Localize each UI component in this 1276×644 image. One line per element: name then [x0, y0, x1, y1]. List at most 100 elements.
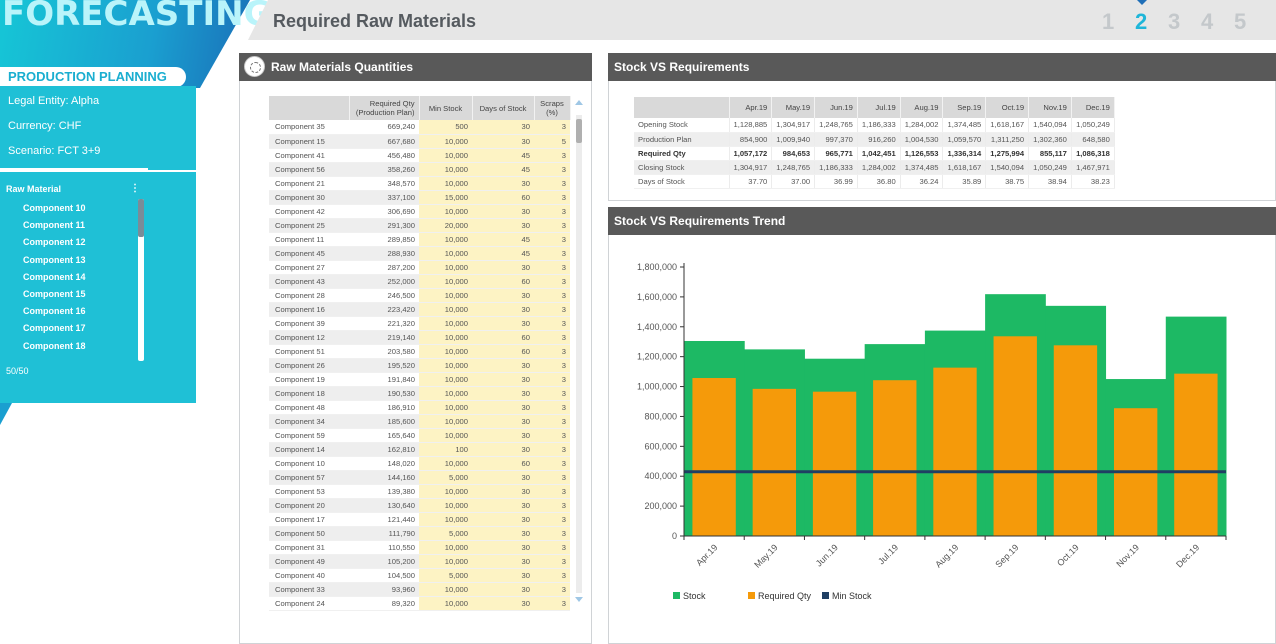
- cell-min-stock[interactable]: 10,000: [419, 288, 472, 303]
- table-row[interactable]: Component 51 203,580 10,000 60 3: [269, 344, 570, 359]
- cell-scraps[interactable]: 3: [534, 596, 570, 611]
- cell-days-of-stock[interactable]: 30: [472, 484, 534, 499]
- cell-days-of-stock[interactable]: 30: [472, 428, 534, 443]
- cell-min-stock[interactable]: 10,000: [419, 246, 472, 261]
- table-row[interactable]: Component 41 456,480 10,000 45 3: [269, 148, 570, 163]
- table-row[interactable]: Component 34 185,600 10,000 30 3: [269, 414, 570, 429]
- summary-col-month[interactable]: Sep.19: [942, 97, 987, 118]
- cell-min-stock[interactable]: 10,000: [419, 428, 472, 443]
- cell-min-stock[interactable]: 10,000: [419, 148, 472, 163]
- summary-col-month[interactable]: Apr.19: [729, 97, 773, 118]
- scroll-down-icon[interactable]: [575, 597, 583, 602]
- required-qty-bar[interactable]: [873, 380, 917, 536]
- cell-days-of-stock[interactable]: 30: [472, 512, 534, 527]
- cell-days-of-stock[interactable]: 30: [472, 260, 534, 275]
- cell-days-of-stock[interactable]: 30: [472, 288, 534, 303]
- cell-scraps[interactable]: 3: [534, 372, 570, 387]
- cell-min-stock[interactable]: 10,000: [419, 372, 472, 387]
- cell-min-stock[interactable]: 10,000: [419, 456, 472, 471]
- cell-min-stock[interactable]: 10,000: [419, 540, 472, 555]
- cell-scraps[interactable]: 3: [534, 344, 570, 359]
- cell-days-of-stock[interactable]: 30: [472, 442, 534, 457]
- filter-item[interactable]: Component 17: [23, 323, 86, 334]
- cell-days-of-stock[interactable]: 60: [472, 344, 534, 359]
- cell-scraps[interactable]: 3: [534, 442, 570, 457]
- legend-label[interactable]: Min Stock: [832, 591, 872, 601]
- cell-scraps[interactable]: 3: [534, 274, 570, 289]
- filter-item[interactable]: Component 18: [23, 340, 86, 351]
- cell-days-of-stock[interactable]: 60: [472, 456, 534, 471]
- cell-min-stock[interactable]: 5,000: [419, 568, 472, 583]
- cell-scraps[interactable]: 3: [534, 330, 570, 345]
- cell-min-stock[interactable]: 10,000: [419, 344, 472, 359]
- col-min-stock[interactable]: Min Stock: [419, 96, 473, 120]
- cell-scraps[interactable]: 3: [534, 386, 570, 401]
- cell-min-stock[interactable]: 10,000: [419, 512, 472, 527]
- col-required-qty[interactable]: Required Qty (Production Plan): [349, 96, 420, 120]
- table-row[interactable]: Component 19 191,840 10,000 30 3: [269, 372, 570, 387]
- cell-scraps[interactable]: 3: [534, 582, 570, 597]
- legend-label[interactable]: Required Qty: [758, 591, 812, 601]
- required-qty-bar[interactable]: [812, 391, 857, 536]
- cell-min-stock[interactable]: 10,000: [419, 162, 472, 177]
- cell-min-stock[interactable]: 10,000: [419, 484, 472, 499]
- module-label[interactable]: PRODUCTION PLANNING: [8, 69, 167, 84]
- table-row[interactable]: Component 48 186,910 10,000 30 3: [269, 400, 570, 415]
- summary-col-month[interactable]: Oct.19: [985, 97, 1030, 118]
- cell-scraps[interactable]: 3: [534, 148, 570, 163]
- cell-min-stock[interactable]: 10,000: [419, 274, 472, 289]
- cell-days-of-stock[interactable]: 30: [472, 470, 534, 485]
- cell-days-of-stock[interactable]: 30: [472, 134, 534, 149]
- table-row[interactable]: Component 11 289,850 10,000 45 3: [269, 232, 570, 247]
- legend-swatch[interactable]: [748, 592, 755, 599]
- cell-scraps[interactable]: 3: [534, 232, 570, 247]
- cell-min-stock[interactable]: 100: [419, 442, 472, 457]
- table-row[interactable]: Component 30 337,100 15,000 60 3: [269, 190, 570, 205]
- summary-col-month[interactable]: Aug.19: [900, 97, 944, 118]
- cell-min-stock[interactable]: 10,000: [419, 232, 472, 247]
- filter-item[interactable]: Component 13: [23, 254, 86, 265]
- cell-scraps[interactable]: 3: [534, 288, 570, 303]
- step-5[interactable]: 5: [1234, 9, 1247, 34]
- step-2[interactable]: 2: [1135, 9, 1148, 34]
- cell-days-of-stock[interactable]: 30: [472, 120, 534, 135]
- filter-item[interactable]: Component 12: [23, 237, 86, 248]
- table-row[interactable]: Component 53 139,380 10,000 30 3: [269, 484, 570, 499]
- filter-item[interactable]: Component 14: [23, 271, 86, 282]
- required-qty-bar[interactable]: [1174, 373, 1218, 536]
- col-scraps[interactable]: Scraps (%): [534, 96, 571, 120]
- cell-scraps[interactable]: 3: [534, 526, 570, 541]
- table-row[interactable]: Component 43 252,000 10,000 60 3: [269, 274, 570, 289]
- cell-scraps[interactable]: 3: [534, 498, 570, 513]
- scroll-up-icon[interactable]: [575, 100, 583, 105]
- legend-swatch[interactable]: [673, 592, 680, 599]
- required-qty-bar[interactable]: [1053, 345, 1098, 536]
- summary-col-month[interactable]: Nov.19: [1028, 97, 1072, 118]
- cell-days-of-stock[interactable]: 60: [472, 274, 534, 289]
- cell-min-stock[interactable]: 10,000: [419, 302, 472, 317]
- cell-days-of-stock[interactable]: 30: [472, 540, 534, 555]
- col-component[interactable]: [269, 96, 350, 120]
- table-row[interactable]: Component 31 110,550 10,000 30 3: [269, 540, 570, 555]
- cell-scraps[interactable]: 3: [534, 512, 570, 527]
- cell-days-of-stock[interactable]: 30: [472, 526, 534, 541]
- cell-days-of-stock[interactable]: 45: [472, 246, 534, 261]
- table-row[interactable]: Component 57 144,160 5,000 30 3: [269, 470, 570, 485]
- cell-scraps[interactable]: 3: [534, 540, 570, 555]
- cell-days-of-stock[interactable]: 30: [472, 302, 534, 317]
- table-row[interactable]: Component 20 130,640 10,000 30 3: [269, 498, 570, 513]
- cell-min-stock[interactable]: 10,000: [419, 316, 472, 331]
- required-qty-bar[interactable]: [752, 388, 797, 536]
- cell-min-stock[interactable]: 5,000: [419, 470, 472, 485]
- table-row[interactable]: Component 10 148,020 10,000 60 3: [269, 456, 570, 471]
- cell-scraps[interactable]: 3: [534, 120, 570, 135]
- cell-days-of-stock[interactable]: 30: [472, 400, 534, 415]
- cell-scraps[interactable]: 3: [534, 316, 570, 331]
- filter-item[interactable]: Component 10: [23, 203, 86, 213]
- required-qty-bar[interactable]: [692, 378, 736, 536]
- summary-col-month[interactable]: Jun.19: [814, 97, 858, 118]
- filter-item[interactable]: Component 11: [23, 220, 86, 231]
- cell-days-of-stock[interactable]: 30: [472, 386, 534, 401]
- cell-min-stock[interactable]: 10,000: [419, 134, 472, 149]
- cell-days-of-stock[interactable]: 45: [472, 232, 534, 247]
